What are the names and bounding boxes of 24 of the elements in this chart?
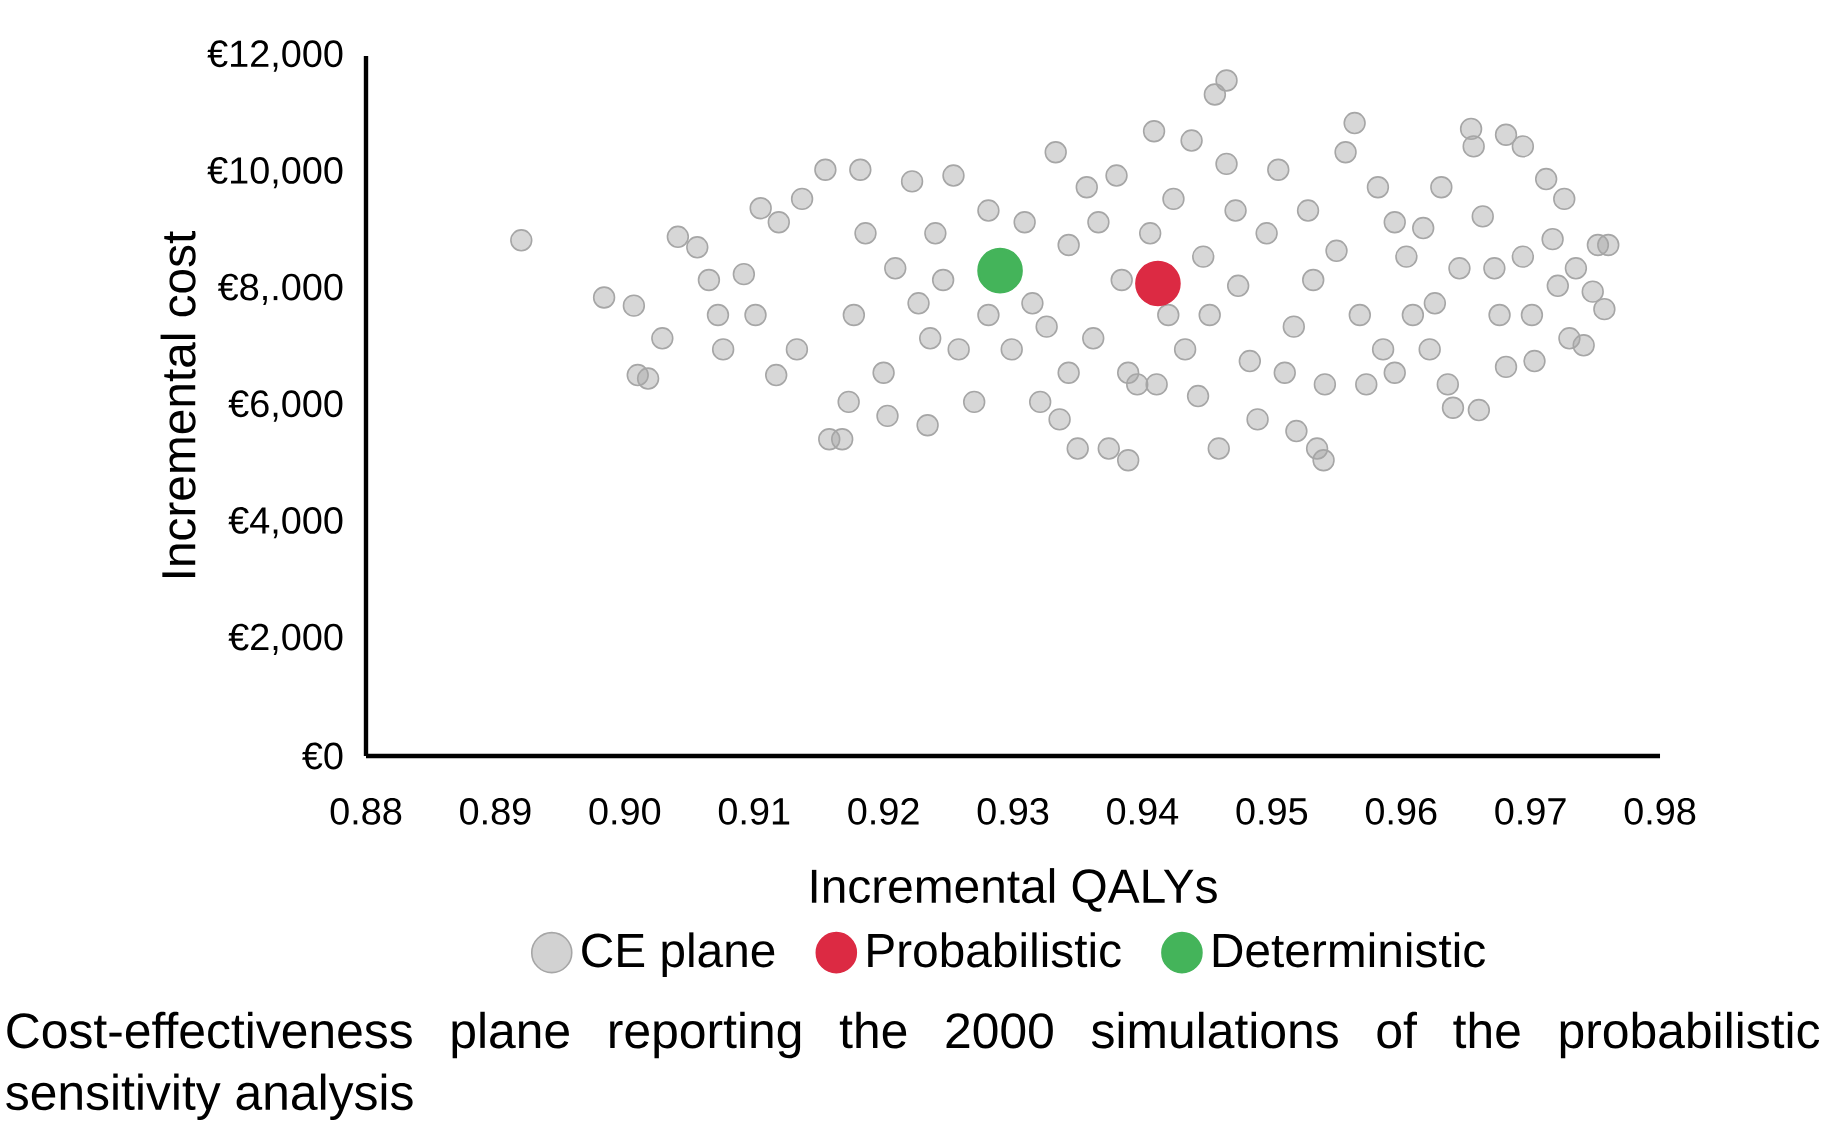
x-tick-label: 0.90 bbox=[589, 797, 661, 825]
x-tick-label: 0.91 bbox=[718, 797, 790, 825]
legend-label: CE plane bbox=[582, 932, 775, 977]
y-axis-title: Incremental cost bbox=[160, 231, 196, 577]
y-tick-label: €10,000 bbox=[207, 157, 343, 189]
x-tick-label: 0.96 bbox=[1365, 797, 1437, 825]
x-axis-title: Incremental QALYs bbox=[811, 868, 1217, 912]
x-tick-label: 0.94 bbox=[1107, 797, 1179, 825]
legend-label: Probabilistic bbox=[868, 932, 1121, 968]
x-tick-label: 0.93 bbox=[977, 797, 1049, 825]
y-tick-label: €6,000 bbox=[228, 390, 343, 422]
text: Cost-effectiveness plane reporting the 2000 simulations of the probabilistic sensitivity analysis bbox=[6, 1011, 1820, 1120]
x-tick-label: 0.95 bbox=[1236, 797, 1308, 825]
x-tick-label: 0.98 bbox=[1624, 797, 1696, 825]
x-tick-label: 0.89 bbox=[460, 797, 531, 825]
y-tick-label: €0 bbox=[302, 742, 343, 770]
y-tick-label: €4,000 bbox=[228, 507, 343, 539]
x-tick-label: 0.88 bbox=[330, 797, 402, 825]
y-tick-label: €2,000 bbox=[228, 623, 343, 655]
y-tick-label: €12,000 bbox=[207, 40, 343, 72]
x-tick-label: 0.97 bbox=[1495, 797, 1566, 825]
y-tick-label: €8,.000 bbox=[217, 273, 343, 305]
x-tick-label: 0.92 bbox=[848, 797, 919, 825]
legend-label: Deterministic bbox=[1213, 932, 1485, 968]
